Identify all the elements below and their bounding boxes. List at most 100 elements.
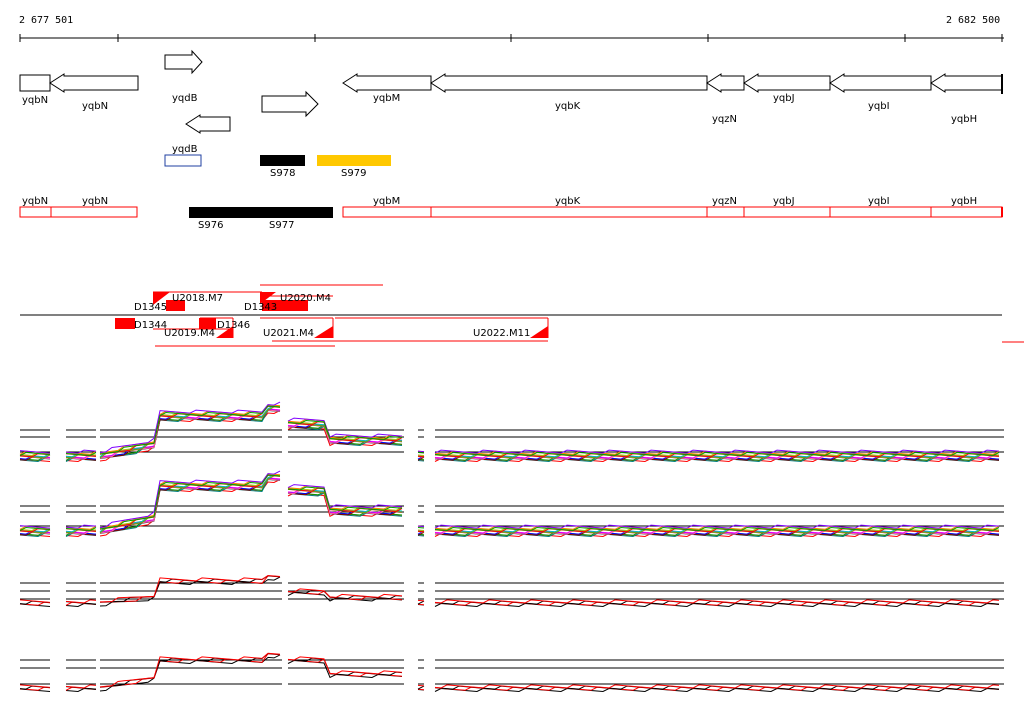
transcript-D1344[interactable]: [115, 318, 135, 329]
gene-label: yqbH: [951, 114, 977, 125]
expression-profile-line: [287, 419, 403, 441]
gene-label: yqbN: [82, 101, 108, 112]
gene-yqbN-arrow[interactable]: [49, 73, 139, 93]
feature-S979[interactable]: [317, 155, 391, 166]
expression-profile-line: [434, 449, 1000, 454]
gene2-yqbN[interactable]: [19, 206, 52, 218]
expression-profile-line: [99, 474, 281, 530]
gene-label: yqdB: [172, 93, 198, 104]
gene-track-top-labels: yqbN yqbN yqdB yqbM yqbK yqzN yqbJ yqbI …: [22, 93, 977, 155]
expression-profile-line: [417, 599, 425, 602]
gene-track-second: [19, 206, 1003, 218]
transcript-track: U2018.M7 U2020.M4 D1345 D1343 D1344 U201…: [20, 284, 1024, 347]
expression-track-3: [19, 574, 1004, 608]
expression-profile-line: [287, 484, 403, 509]
expression-profile-line: [99, 405, 281, 455]
gene-label: yqzN: [712, 196, 737, 207]
gene-label: yqbJ: [773, 93, 795, 104]
transcript-D1343[interactable]: [262, 300, 308, 311]
gene2-yqbN-2[interactable]: [50, 206, 138, 218]
gene2-yqbM[interactable]: [342, 206, 432, 218]
transcript-label: U2022.M11: [473, 328, 530, 339]
gene-label: yqbN: [22, 196, 48, 207]
gene-label: yqbN: [22, 95, 48, 106]
expression-profile-line: [99, 470, 281, 529]
feature-label: S978: [270, 168, 295, 179]
feature-label: S977: [269, 220, 294, 231]
feature-label: S976: [198, 220, 223, 231]
transcript-label: U2021.M4: [263, 328, 314, 339]
expression-profile-line: [434, 524, 1000, 529]
gene-label: yqbJ: [773, 196, 795, 207]
transcript-label: D1344: [134, 320, 167, 331]
expression-profile-line: [287, 417, 403, 438]
expression-profile-line: [287, 492, 403, 518]
gene-yqbK-arrow[interactable]: [430, 73, 708, 93]
gene-yqdB-reverse-arrow[interactable]: [185, 114, 231, 134]
transcript-D1346[interactable]: [199, 318, 216, 329]
gene-yqbI-arrow[interactable]: [829, 73, 932, 93]
feature-S978[interactable]: [260, 155, 305, 166]
gene-yqbM-arrow[interactable]: [342, 73, 432, 93]
expression-profile-line: [417, 460, 425, 462]
transcript-label: U2020.M4: [280, 293, 331, 304]
expression-profile-line: [434, 599, 1000, 604]
gene-yqbN-box[interactable]: [19, 74, 51, 92]
gene2-yqbJ[interactable]: [743, 206, 831, 218]
expression-profile-line: [417, 455, 425, 458]
gene2-yqbI[interactable]: [829, 206, 932, 218]
ruler-end-label: 2 682 500: [946, 15, 1000, 26]
gene-yqbJ-arrow[interactable]: [743, 73, 831, 93]
feature-S976-S977[interactable]: [189, 207, 333, 218]
gene-yqdB-forward-arrow[interactable]: [164, 49, 203, 75]
expression-profile-line: [99, 574, 281, 603]
expression-profile-line: [434, 684, 1000, 689]
transcript-label: U2018.M7: [172, 293, 223, 304]
expression-profile-line: [99, 401, 281, 454]
gene2-yqzN[interactable]: [706, 206, 745, 218]
expression-profile-line: [434, 451, 1000, 457]
expression-track-1: [19, 401, 1004, 463]
gene2-yqbK[interactable]: [430, 206, 708, 218]
expression-profile-line: [99, 652, 281, 688]
expression-profile-line: [417, 454, 425, 456]
ruler-start-label: 2 677 501: [19, 15, 73, 26]
expression-profile-line: [417, 535, 425, 537]
feature-track-small: S978 S979: [164, 154, 391, 179]
gene-label: yqdB: [172, 144, 198, 155]
gene2-yqbH[interactable]: [930, 206, 1003, 218]
expression-profile-line: [99, 652, 281, 688]
expression-profile-line: [19, 599, 51, 603]
coordinate-ruler: 2 677 501 2 682 500: [19, 15, 1004, 42]
expression-profile-line: [287, 588, 403, 598]
expression-profile-line: [65, 527, 97, 532]
expression-profile-line: [417, 688, 425, 691]
gene-unnamed-forward-arrow[interactable]: [261, 90, 319, 118]
expression-profile-line: [287, 589, 403, 600]
expression-profile-line: [65, 452, 97, 457]
expression-profile-line: [417, 685, 425, 690]
expression-profile-line: [434, 526, 1000, 532]
gene-track-second-labels: yqbN yqbN yqbM yqbK yqzN yqbJ yqbI yqbH: [22, 196, 977, 207]
expression-profile-line: [417, 600, 425, 605]
transcript-label: D1343: [244, 302, 277, 313]
expression-profile-line: [19, 450, 51, 454]
expression-profile-line: [287, 492, 403, 517]
gene-yqbH-arrow[interactable]: [930, 73, 1003, 93]
expression-track-4: [19, 652, 1004, 693]
expression-profile-line: [287, 423, 403, 444]
expression-profile-line: [417, 603, 425, 606]
expression-profile-line: [417, 450, 425, 453]
gene-label: yqbK: [555, 196, 581, 207]
feature-blue-box[interactable]: [164, 154, 202, 167]
expression-profile-line: [417, 529, 425, 531]
expression-profile-line: [417, 527, 425, 529]
expression-profile-line: [417, 525, 425, 528]
transcript-D1345[interactable]: [166, 300, 185, 311]
expression-profile-line: [287, 491, 403, 516]
expression-profile-line: [19, 525, 51, 529]
expression-profile-line: [99, 575, 281, 603]
gene-yqzN-arrow[interactable]: [706, 73, 745, 93]
